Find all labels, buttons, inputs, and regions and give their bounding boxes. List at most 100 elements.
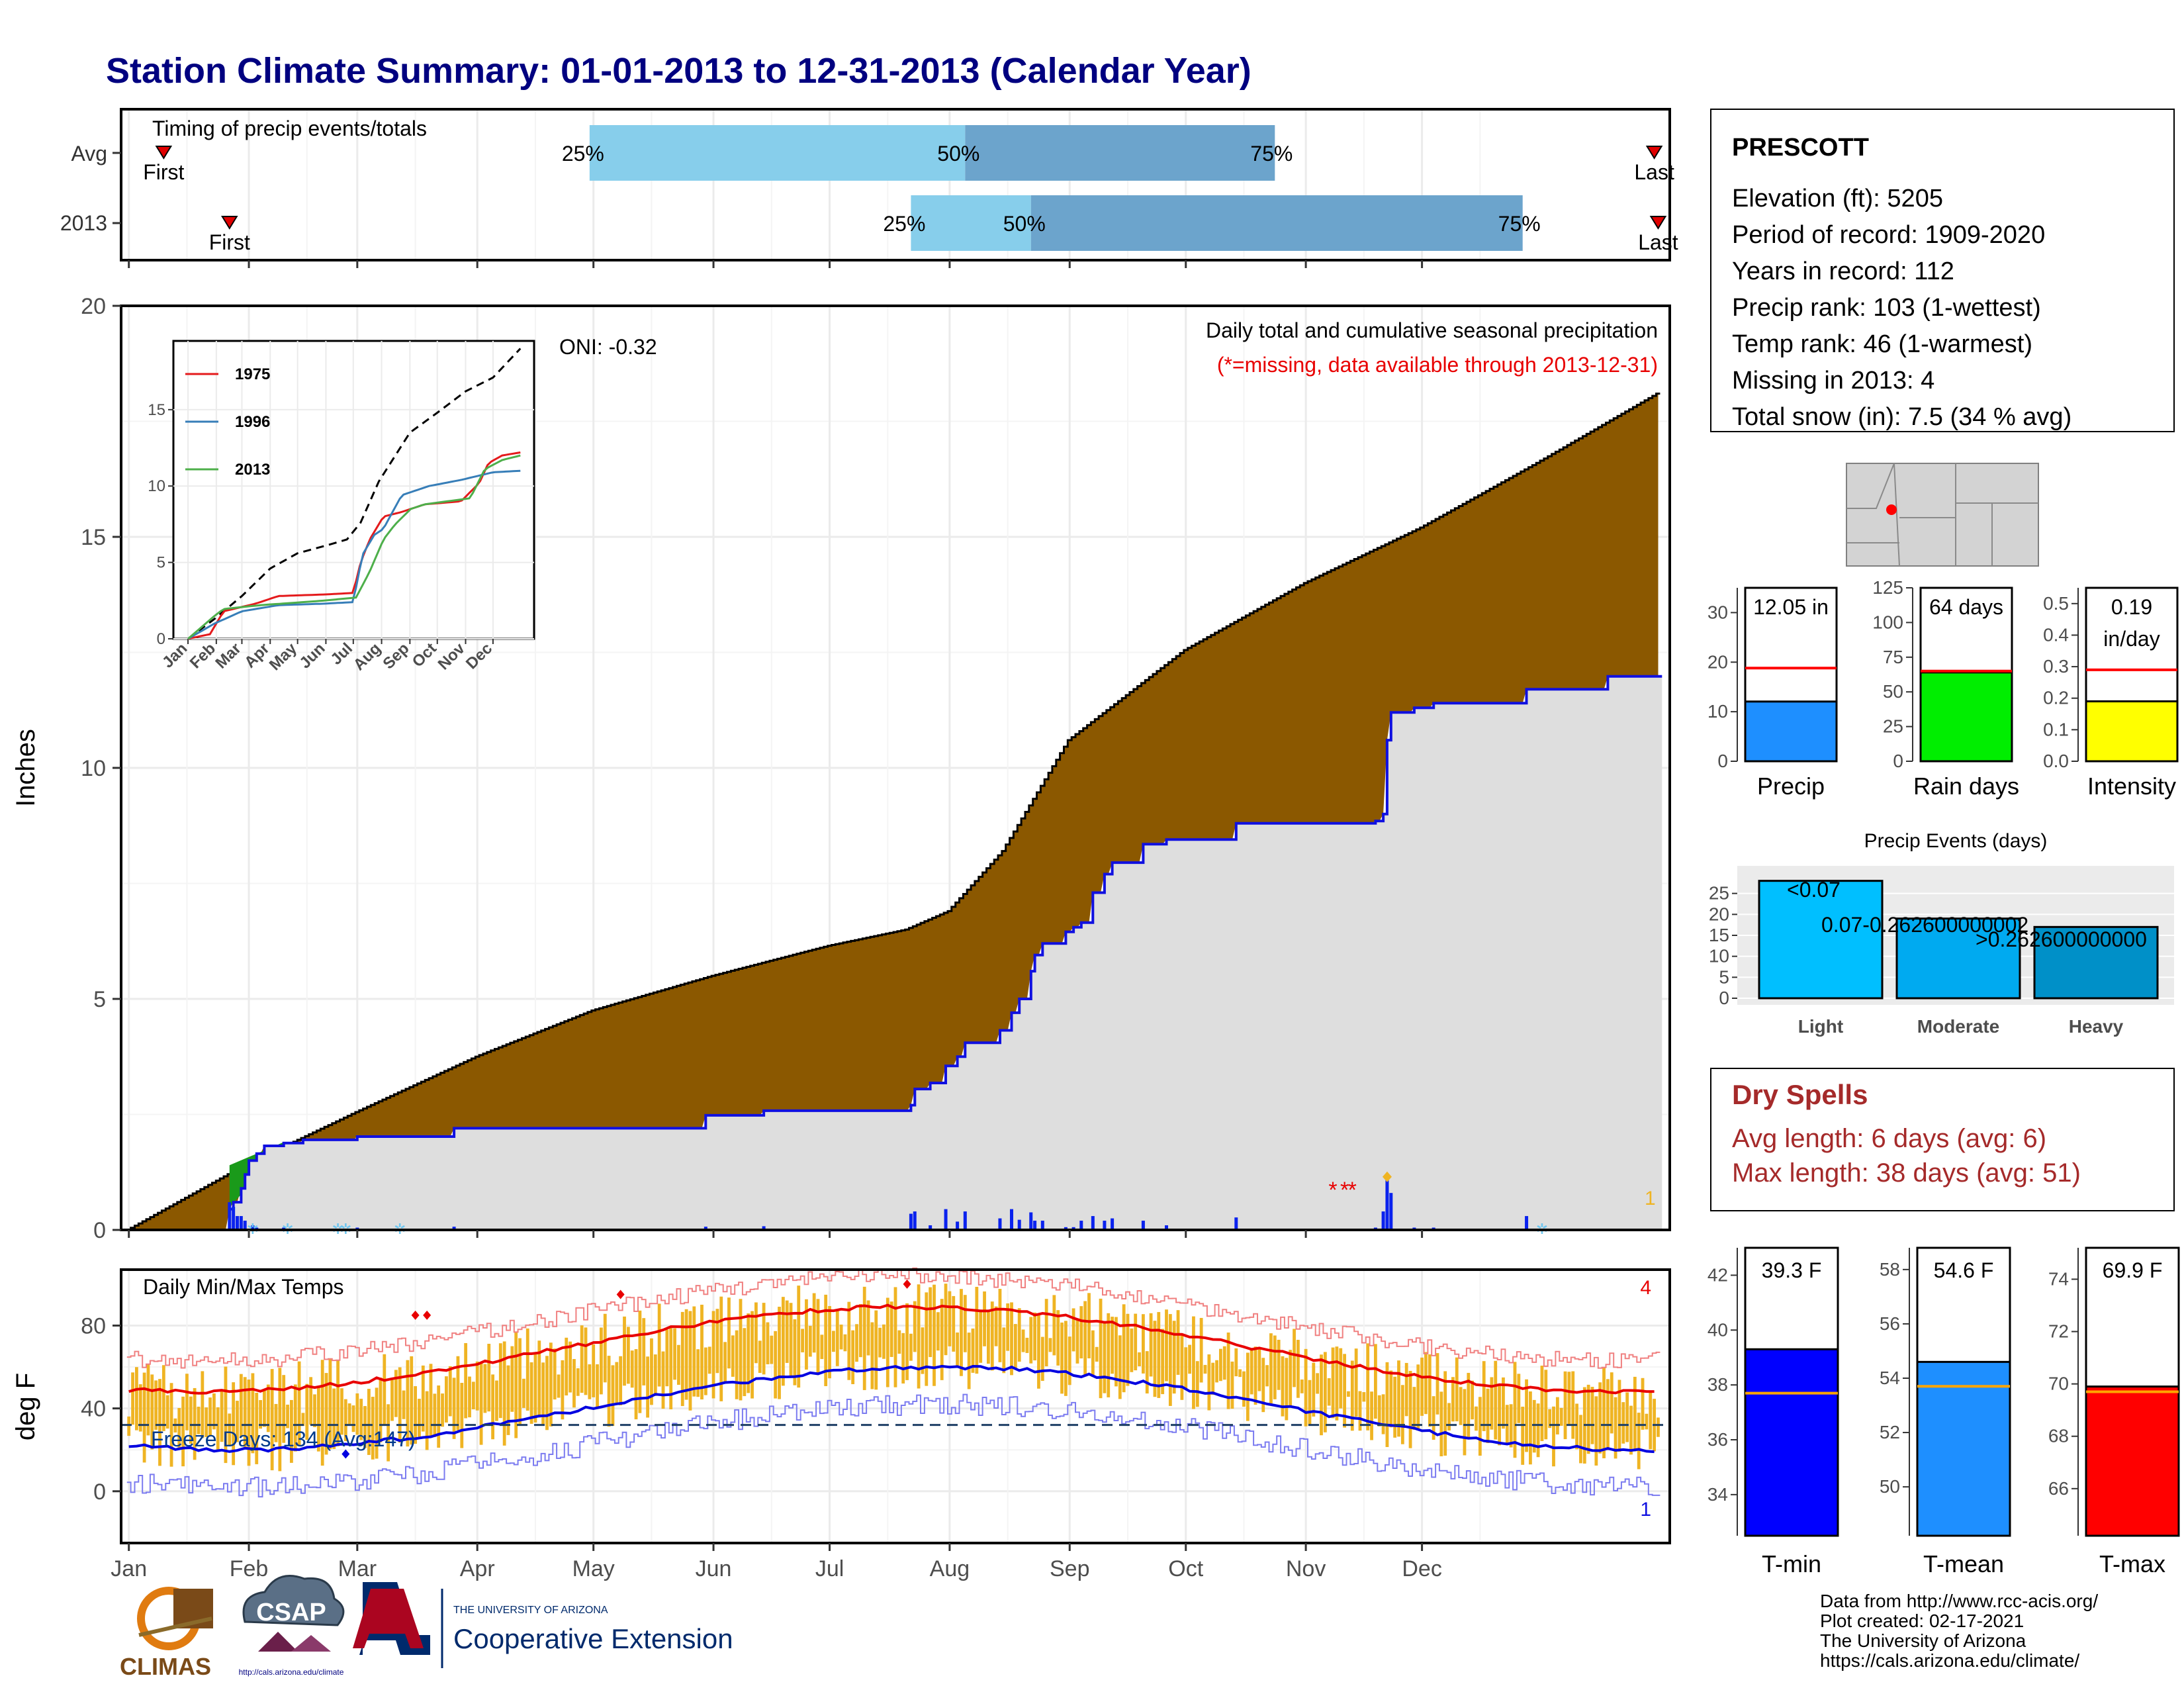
daily-temp-bar bbox=[351, 1405, 355, 1432]
temp-y-tick-label: 40 bbox=[81, 1397, 106, 1422]
daily-temp-bar bbox=[1482, 1361, 1486, 1431]
daily-temp-bar bbox=[320, 1360, 324, 1466]
daily-precip-bar bbox=[236, 1216, 239, 1230]
daily-temp-bar bbox=[343, 1399, 347, 1442]
precip-count-label: 1 bbox=[1645, 1188, 1656, 1209]
daily-temp-bar bbox=[1366, 1343, 1370, 1430]
daily-temp-bar bbox=[569, 1341, 572, 1393]
daily-temp-bar bbox=[1184, 1347, 1188, 1389]
daily-precip-bar bbox=[1064, 1227, 1068, 1230]
summary-bar-charts: 0 10 20 30 12.05 in Precip 0 25 50 75 100 125 64 day… bbox=[1707, 577, 2179, 800]
daily-temp-bar bbox=[669, 1327, 673, 1410]
station-location-marker bbox=[1886, 504, 1897, 515]
dry-spells-title: Dry Spells bbox=[1732, 1079, 1868, 1110]
daily-temp-bar bbox=[1068, 1336, 1071, 1385]
daily-temp-bar bbox=[1552, 1406, 1555, 1467]
daily-temp-bar bbox=[707, 1346, 711, 1374]
daily-temp-bar bbox=[878, 1327, 882, 1358]
daily-temp-bar bbox=[371, 1397, 375, 1460]
daily-temp-bar bbox=[475, 1361, 479, 1411]
daily-temp-bar bbox=[1498, 1385, 1501, 1446]
daily-temp-bar bbox=[1199, 1317, 1203, 1383]
daily-temp-bar bbox=[1416, 1364, 1420, 1430]
daily-temp-bar bbox=[433, 1393, 437, 1437]
daily-temp-bar bbox=[1091, 1330, 1095, 1378]
mini-y-tick-label: 0.2 bbox=[2043, 688, 2069, 708]
daily-temp-bar bbox=[1555, 1397, 1559, 1434]
footer: CLIMAS CSAP http://cals.arizona.edu/clim… bbox=[120, 1575, 2098, 1680]
daily-temp-bar bbox=[774, 1331, 778, 1399]
temp-bar-value-label: 39.3 F bbox=[1762, 1258, 1822, 1282]
events-y-tick-label: 15 bbox=[1709, 925, 1729, 945]
daily-temp-bar bbox=[421, 1365, 425, 1432]
daily-temp-bar bbox=[495, 1380, 498, 1421]
daily-temp-bar bbox=[882, 1324, 886, 1359]
precip-y-tick-label: 0 bbox=[93, 1218, 106, 1243]
events-bar-text: <0.07 bbox=[1787, 878, 1841, 902]
daily-precip-bar bbox=[944, 1209, 948, 1230]
daily-precip-bar bbox=[762, 1226, 766, 1230]
daily-temp-bar bbox=[1529, 1391, 1532, 1465]
daily-temp-bar bbox=[653, 1354, 657, 1396]
daily-temp-bar bbox=[1172, 1321, 1176, 1394]
daily-temp-bar bbox=[696, 1349, 700, 1397]
daily-temp-bar bbox=[1362, 1392, 1366, 1402]
timing-quantile-label: 75% bbox=[1250, 142, 1293, 165]
events-bar-text: >0.262600000000 bbox=[1976, 927, 2147, 951]
cumulative-2013-line bbox=[128, 675, 1662, 1231]
daily-temp-bar bbox=[224, 1366, 228, 1464]
daily-temp-bar bbox=[390, 1378, 394, 1421]
daily-temp-bar bbox=[1614, 1397, 1617, 1459]
dry-spells-max: Max length: 38 days (avg: 51) bbox=[1732, 1158, 2081, 1188]
daily-temp-bar bbox=[1273, 1335, 1277, 1399]
temp-bar-y-tick-label: 42 bbox=[1707, 1264, 1728, 1285]
month-label: Dec bbox=[1402, 1556, 1441, 1581]
map-background bbox=[1846, 463, 2039, 567]
daily-temp-bar bbox=[948, 1291, 952, 1346]
inset-y-tick-label: 10 bbox=[148, 477, 165, 495]
daily-temp-bar bbox=[1083, 1301, 1087, 1377]
daily-temp-bar bbox=[971, 1328, 975, 1373]
daily-temp-bar bbox=[874, 1310, 878, 1390]
daily-temp-bar bbox=[847, 1301, 851, 1380]
station-detail-line: Period of record: 1909-2020 bbox=[1732, 221, 2045, 249]
daily-temp-bar bbox=[367, 1389, 371, 1455]
daily-temp-bar bbox=[1130, 1328, 1134, 1372]
station-detail-line: Precip rank: 103 (1-wettest) bbox=[1732, 294, 2041, 322]
daily-temp-bar bbox=[483, 1364, 487, 1413]
daily-temp-bar bbox=[580, 1325, 584, 1393]
daily-temp-bar bbox=[189, 1396, 193, 1444]
mini-y-tick-label: 0.0 bbox=[2043, 751, 2069, 771]
daily-temp-bar bbox=[525, 1328, 529, 1411]
daily-temp-bar bbox=[603, 1313, 607, 1383]
ua-small-text: THE UNIVERSITY OF ARIZONA bbox=[453, 1605, 608, 1616]
data-source-notes: Data from http://www.rcc-acis.org/Plot c… bbox=[1820, 1591, 2098, 1671]
daily-temp-bar bbox=[901, 1333, 905, 1384]
daily-temp-bar bbox=[588, 1364, 592, 1399]
daily-temp-bar bbox=[201, 1371, 205, 1438]
daily-temp-bar bbox=[646, 1356, 649, 1418]
daily-precip-bar bbox=[243, 1221, 247, 1230]
daily-temp-bar bbox=[1033, 1312, 1036, 1361]
daily-temp-bar bbox=[158, 1379, 161, 1466]
month-label: Jul bbox=[815, 1556, 844, 1581]
daily-temp-bar bbox=[600, 1327, 603, 1395]
daily-temp-bar bbox=[1118, 1335, 1122, 1399]
daily-temp-bar bbox=[797, 1286, 801, 1388]
daily-temp-bar bbox=[1153, 1321, 1157, 1397]
precip-y-tick-label: 20 bbox=[81, 294, 106, 319]
daily-temp-bar bbox=[336, 1360, 340, 1446]
daily-temp-bar bbox=[642, 1318, 646, 1385]
daily-temp-bar bbox=[502, 1341, 506, 1446]
daily-temp-bar bbox=[197, 1407, 201, 1434]
mini-bar-value bbox=[2085, 700, 2179, 763]
daily-temp-bar bbox=[866, 1300, 870, 1356]
timing-quantile-label: 25% bbox=[562, 142, 604, 165]
daily-temp-bar bbox=[1289, 1350, 1293, 1407]
daily-temp-bar bbox=[1075, 1318, 1079, 1364]
daily-temp-bar bbox=[328, 1358, 332, 1450]
daily-temp-bar bbox=[142, 1372, 146, 1463]
daily-temp-bar bbox=[309, 1377, 313, 1425]
temp-bar-y-tick-label: 66 bbox=[2048, 1478, 2069, 1499]
